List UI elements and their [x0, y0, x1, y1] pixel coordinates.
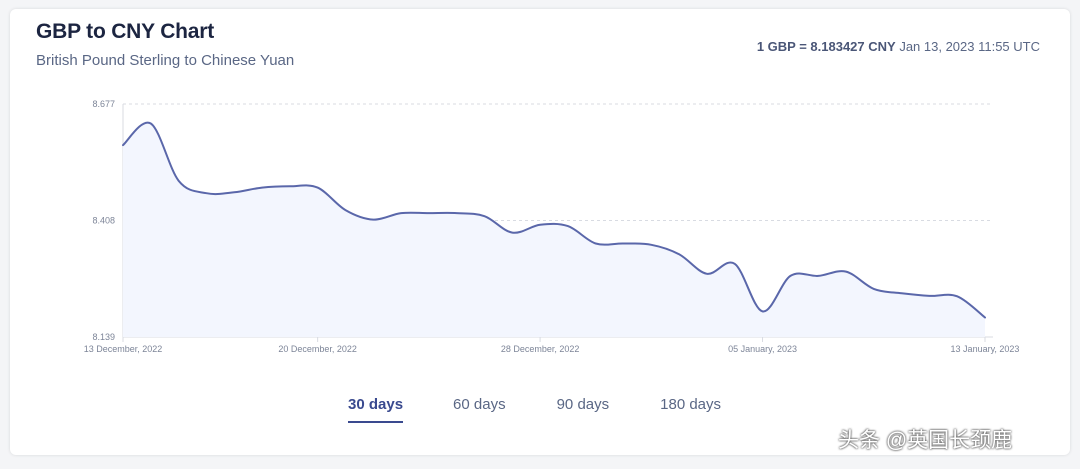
y-tick-label: 8.408: [92, 216, 115, 226]
x-tick-label: 20 December, 2022: [278, 344, 357, 354]
chart-subtitle: British Pound Sterling to Chinese Yuan: [36, 52, 295, 69]
x-tick-label: 13 December, 2022: [84, 344, 163, 354]
tab-60-days[interactable]: 60 days: [453, 396, 506, 413]
y-tick-label: 8.139: [92, 332, 115, 342]
tab-90-days[interactable]: 90 days: [556, 396, 610, 413]
watermark: 头条 @英国长颈鹿: [838, 429, 1013, 452]
x-tick-label: 28 December, 2022: [501, 344, 580, 354]
y-tick-label: 8.677: [92, 99, 115, 109]
chart-title: GBP to CNY Chart: [36, 20, 215, 43]
tab-180-days[interactable]: 180 days: [660, 396, 722, 413]
period-tabs: 30 days 60 days 90 days 180 days: [338, 396, 722, 423]
x-tick-label: 05 January, 2023: [728, 344, 797, 354]
rate-value: 1 GBP = 8.183427 CNY: [756, 39, 896, 54]
x-tick-label: 13 January, 2023: [951, 344, 1020, 354]
series-area-fill: [123, 122, 985, 338]
tab-30-days[interactable]: 30 days: [348, 396, 404, 423]
current-rate: 1 GBP = 8.183427 CNY Jan 13, 2023 11:55 …: [757, 39, 1040, 54]
rate-timestamp: Jan 13, 2023 11:55 UTC: [899, 39, 1040, 54]
series-line-gbp-cny: [122, 121, 986, 319]
